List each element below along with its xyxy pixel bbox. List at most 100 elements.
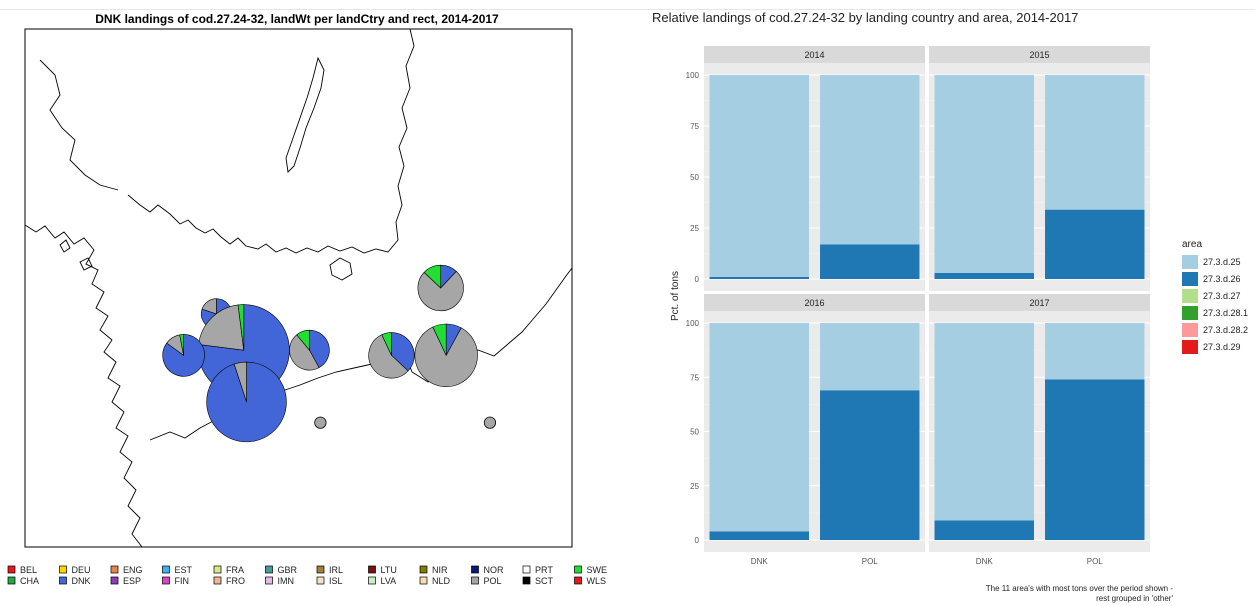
map-chart-panel: DNK landings of cod.27.24-32, landWt per… <box>0 9 630 586</box>
map-legend-label-swe: SWE <box>587 565 608 575</box>
pie-6-slice-swe <box>423 264 442 289</box>
y-tick-label-2016-100: 100 <box>686 319 700 328</box>
map-legend-item-sct: SCT <box>522 576 554 586</box>
coast-sweden <box>127 28 415 254</box>
bar-2014-pol-27.3.d.25 <box>820 75 920 245</box>
map-legend-label-nor: NOR <box>484 565 505 575</box>
map-legend-item-dnk: DNK <box>59 576 91 586</box>
pie-3 <box>162 334 205 377</box>
bar-legend-label-27.3.d.27: 27.3.d.27 <box>1203 291 1241 301</box>
map-legend-item-nld: NLD <box>419 576 451 586</box>
facet-2016: 2016 0 25 50 75 100 DNK POL <box>686 294 925 566</box>
bar-legend-item-27.3.d.27: 27.3.d.27 <box>1182 289 1241 303</box>
map-legend-label-imn: IMN <box>278 576 295 586</box>
map-legend-item-irl: IRL <box>316 565 343 575</box>
map-title: DNK landings of cod.27.24-32, landWt per… <box>95 12 499 26</box>
map-legend-item-gbr: GBR <box>265 565 298 575</box>
coast-zealand <box>39 59 119 191</box>
pie-6 <box>417 264 464 312</box>
bar-legend-label-27.3.d.28.1: 27.3.d.28.1 <box>1203 308 1248 318</box>
map-legend-item-isl: ISL <box>316 576 343 586</box>
x-tick-label-2017-dnk: DNK <box>976 557 994 566</box>
bar-legend: area 27.3.d.25 27.3.d.26 27.3.d.27 27.3.d.2… <box>1182 239 1248 354</box>
coast-oland <box>285 56 325 173</box>
map-legend-item-bel: BEL <box>7 565 37 575</box>
bar-chart-panel: Relative landings of cod.27.24-32 by lan… <box>630 0 1255 606</box>
bar-2016-dnk-27.3.d.25 <box>709 323 809 532</box>
map-legend-swatch-nir <box>419 565 428 574</box>
pie-5-slice-dnk <box>391 332 415 372</box>
pie-9-slice-pol <box>483 416 497 429</box>
pie-4-slice-swe <box>296 329 310 351</box>
map-legend-label-ltu: LTU <box>381 565 397 575</box>
map-legend-item-swe: SWE <box>574 565 608 575</box>
coast-bornholm <box>329 257 353 281</box>
map-legend-swatch-nld <box>419 576 428 585</box>
bar-legend-swatch-27.3.d.29 <box>1182 340 1198 354</box>
bar-2015-dnk-27.3.d.25 <box>934 75 1034 273</box>
coast-islet-2 <box>79 257 93 271</box>
map-legend-label-gbr: GBR <box>278 565 298 575</box>
facet-strip-2017 <box>929 294 1150 311</box>
map-legend-item-esp: ESP <box>110 576 141 586</box>
map-legend-label-sct: SCT <box>535 576 554 586</box>
pie-5-slice-swe <box>381 332 392 356</box>
bar-legend-title: area <box>1182 239 1202 250</box>
x-tick-label-2016-pol: POL <box>862 557 879 566</box>
map-legend-swatch-isl <box>316 576 325 585</box>
pie-7 <box>414 323 478 387</box>
map-legend-label-nld: NLD <box>432 576 451 586</box>
coast-islet-1 <box>59 239 71 253</box>
bar-legend-swatch-27.3.d.26 <box>1182 272 1198 286</box>
bar-2016-pol-27.3.d.25 <box>820 323 920 391</box>
map-legend-swatch-wls <box>574 576 582 585</box>
map-legend-swatch-ltu <box>368 565 376 574</box>
y-tick-label-2014-100: 100 <box>686 71 700 80</box>
facet-label-2015: 2015 <box>1029 50 1049 60</box>
map-legend-item-prt: PRT <box>522 565 553 575</box>
map-legend-item-wls: WLS <box>574 576 606 586</box>
map-legend-label-nir: NIR <box>432 565 448 575</box>
map-legend-item-pol: POL <box>471 576 502 586</box>
map-legend-item-lva: LVA <box>368 576 396 586</box>
map-frame <box>24 28 573 548</box>
map-legend-item-nor: NOR <box>471 565 505 575</box>
pie-5-slice-pol <box>368 334 409 379</box>
map-legend-swatch-esp <box>110 576 119 585</box>
map-legend-item-fra: FRA <box>213 565 244 575</box>
bar-legend-swatch-27.3.d.28.1 <box>1182 306 1198 320</box>
map-legend-item-fro: FRO <box>213 576 245 586</box>
map-legend-label-prt: PRT <box>535 565 553 575</box>
facet-strip-2015 <box>929 46 1150 63</box>
facet-label-2014: 2014 <box>804 50 824 60</box>
map-legend-label-dnk: DNK <box>72 576 91 586</box>
map-legend-item-imn: IMN <box>265 576 295 586</box>
map-legend-label-isl: ISL <box>329 576 343 586</box>
pie-6-slice-pol <box>417 270 464 312</box>
bar-legend-label-27.3.d.26: 27.3.d.26 <box>1203 274 1241 284</box>
map-legend-item-deu: DEU <box>59 565 91 575</box>
bar-legend-label-27.3.d.29: 27.3.d.29 <box>1203 342 1241 352</box>
map-legend-label-eng: ENG <box>123 565 143 575</box>
y-axis-label: Pct. of tons <box>670 271 681 321</box>
pie-4-slice-pol <box>289 334 320 371</box>
map-legend-swatch-irl <box>316 565 325 574</box>
map-legend-swatch-fro <box>213 576 222 585</box>
x-tick-label-2016-dnk: DNK <box>751 557 769 566</box>
bar-2017-pol-27.3.d.26 <box>1045 379 1145 540</box>
map-top-rule <box>0 9 630 10</box>
facet-label-2017: 2017 <box>1029 298 1049 308</box>
map-chart: DNK landings of cod.27.24-32, landWt per… <box>0 9 630 586</box>
facet-label-2016: 2016 <box>804 298 824 308</box>
bar-2015-pol-27.3.d.26 <box>1045 209 1145 279</box>
map-legend-item-cha: CHA <box>7 576 39 586</box>
bar-2014-pol-27.3.d.26 <box>820 244 920 279</box>
caption-line-2: rest grouped in 'other' <box>1096 594 1173 603</box>
bar-legend-label-27.3.d.28.2: 27.3.d.28.2 <box>1203 325 1248 335</box>
map-legend-swatch-dnk <box>59 576 67 585</box>
facet-2014: 2014 0 25 50 75 100 <box>686 46 925 291</box>
map-legend-swatch-prt <box>522 565 531 574</box>
bar-chart-title: Relative landings of cod.27.24-32 by lan… <box>652 10 1078 25</box>
coast-denmark <box>24 224 143 548</box>
